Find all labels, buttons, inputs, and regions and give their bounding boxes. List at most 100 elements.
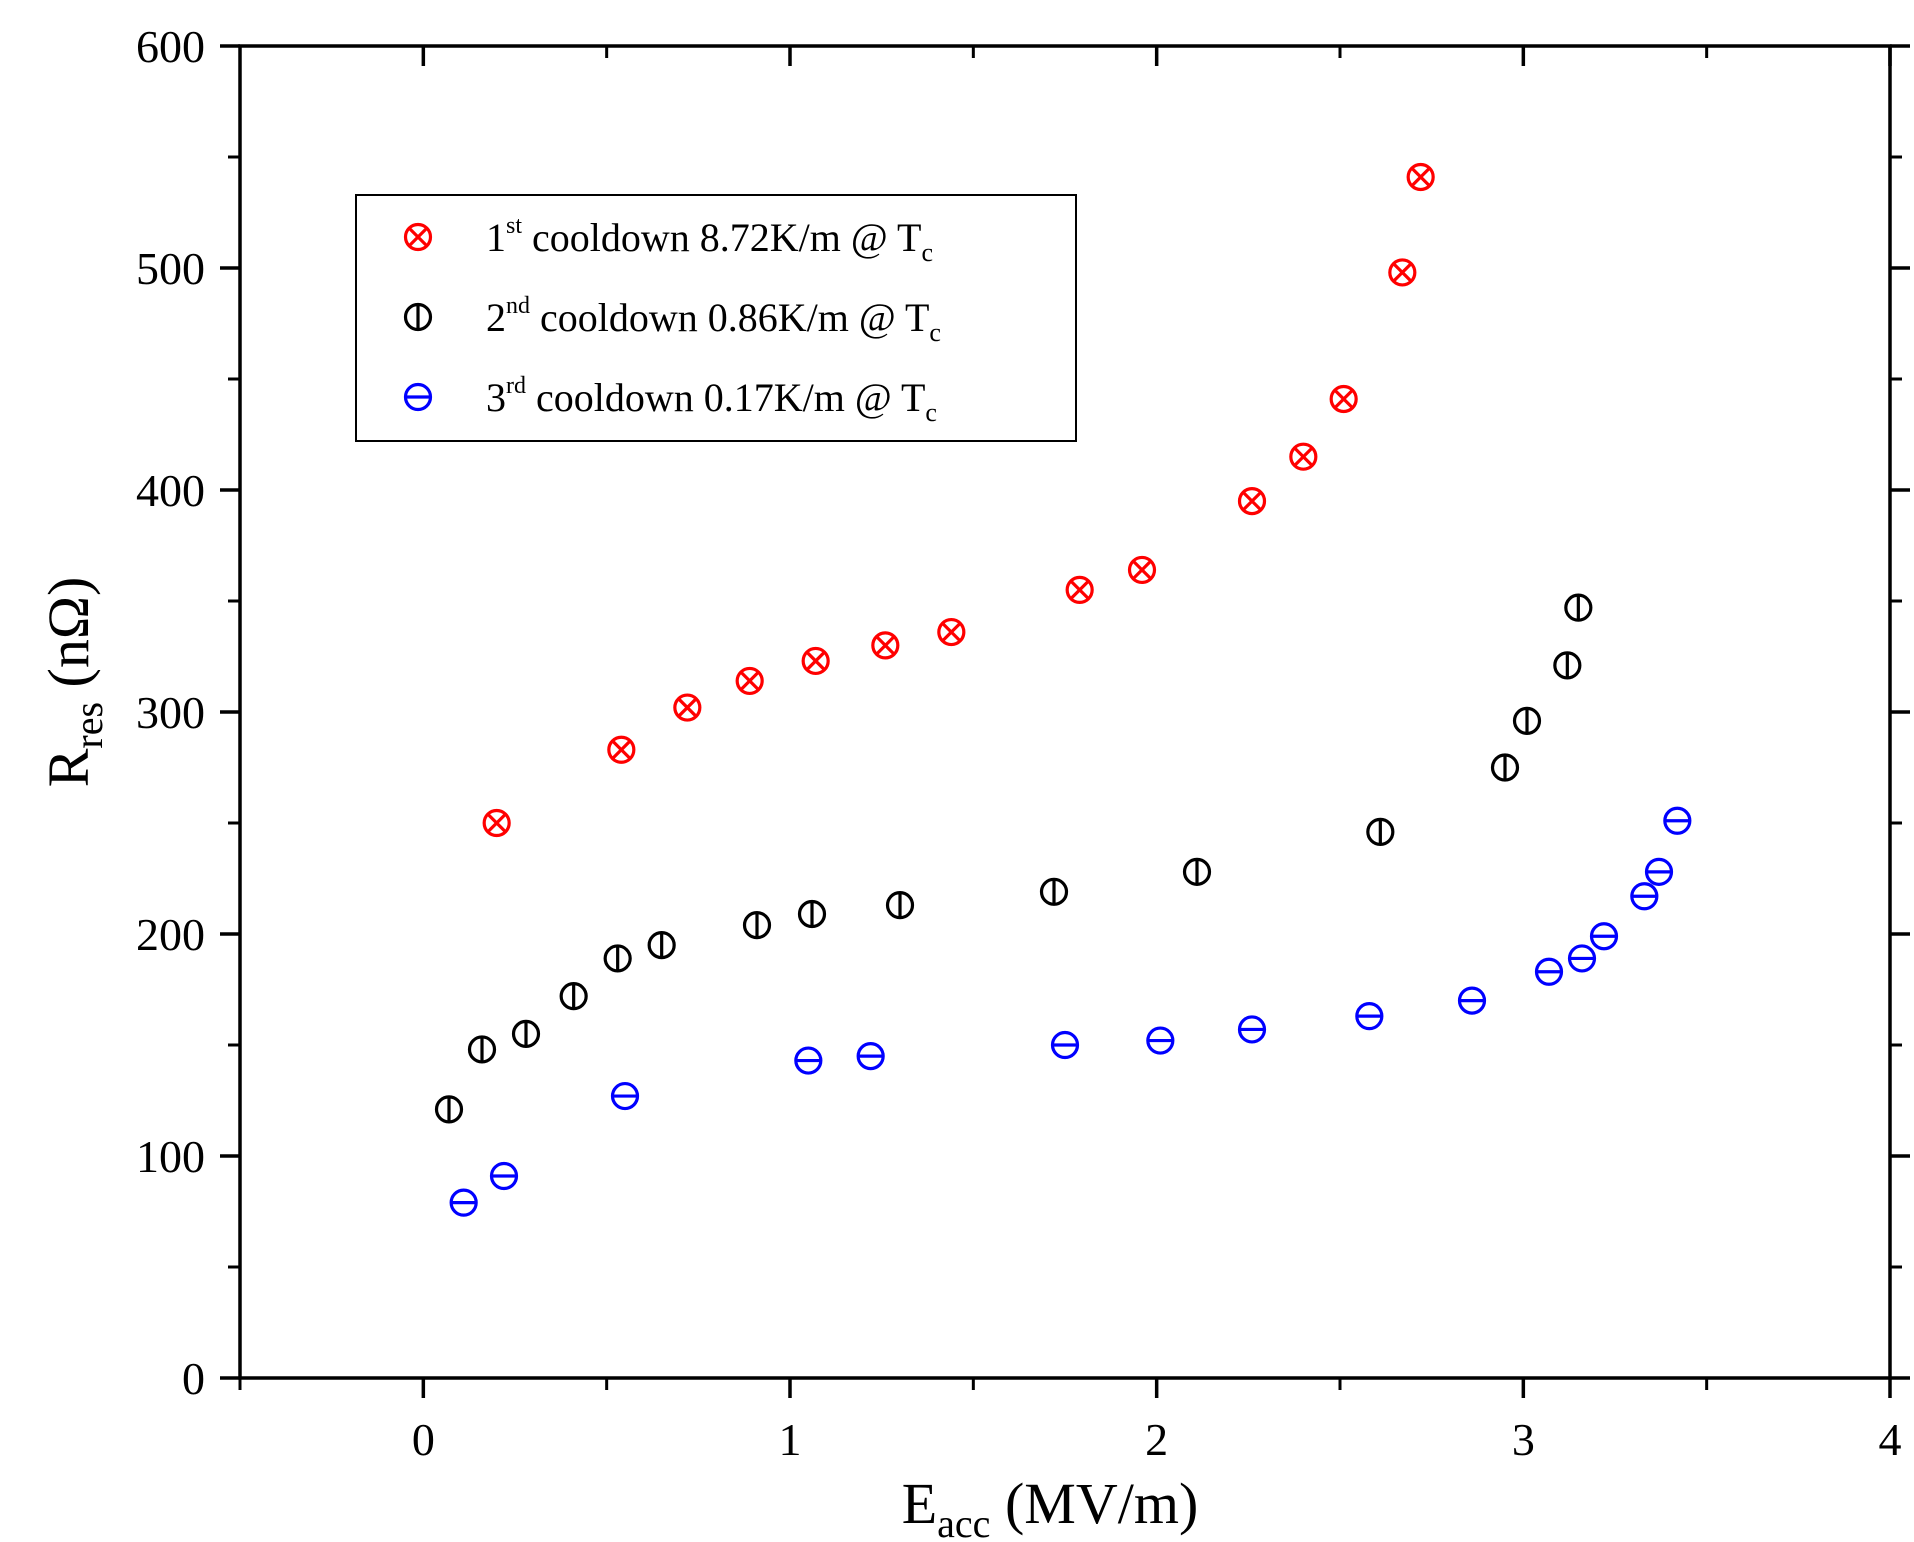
data-point (1237, 1015, 1267, 1044)
data-point (735, 666, 764, 696)
data-point (1589, 922, 1619, 951)
y-tick-label: 400 (136, 465, 205, 516)
data-point (742, 911, 772, 940)
data-point (449, 1188, 478, 1217)
y-tick-label: 100 (136, 1131, 205, 1182)
marker-ring (801, 646, 830, 676)
legend-marker (403, 382, 433, 412)
x-tick-label: 4 (1879, 1414, 1902, 1465)
data-point (673, 693, 702, 722)
data-point (871, 631, 900, 660)
data-point (1630, 882, 1659, 911)
marker-ring (1127, 555, 1157, 585)
data-point (1355, 1002, 1384, 1031)
marker-ring (1065, 575, 1094, 605)
data-point (1146, 1026, 1175, 1055)
legend-box (355, 194, 1077, 442)
y-tick-label: 300 (136, 687, 205, 738)
marker-cross (677, 697, 698, 718)
marker-ring (735, 666, 764, 696)
marker-cross (941, 621, 962, 643)
data-point (885, 891, 915, 920)
y-axis-title: Rres (nΩ) (36, 577, 111, 788)
marker-ring (482, 808, 511, 838)
data-point (610, 1081, 640, 1111)
data-point (434, 1095, 464, 1124)
data-point (1388, 258, 1417, 287)
marker-cross (1410, 166, 1431, 188)
marker-ring (871, 631, 900, 660)
legend-entry-label: 2nd cooldown 0.86K/m @ Tc (486, 293, 941, 347)
y-tick-label: 600 (136, 21, 205, 72)
data-point (1237, 487, 1267, 516)
marker-cross (805, 650, 826, 672)
legend: 1st cooldown 8.72K/m @ Tc 2nd cooldown 0.… (355, 194, 1077, 442)
marker-ring (1388, 258, 1417, 287)
y-tick-label: 500 (136, 243, 205, 294)
series-2 (434, 593, 1593, 1124)
data-point (1039, 877, 1069, 906)
x-axis-title: Eacc (MV/m) (902, 1471, 1199, 1542)
data-point (1553, 651, 1582, 680)
data-point (1366, 817, 1395, 846)
data-point (1406, 162, 1435, 192)
marker-cross (1333, 388, 1354, 410)
marker-ring (1406, 162, 1435, 192)
data-point (1512, 706, 1542, 735)
marker-ring (1289, 442, 1318, 471)
series-1 (482, 162, 1435, 838)
marker-cross (611, 739, 632, 760)
data-point (1050, 1030, 1080, 1060)
data-point (1127, 555, 1157, 585)
data-point (647, 930, 676, 960)
data-point (794, 1046, 823, 1075)
legend-marker (403, 302, 433, 332)
data-point (489, 1161, 519, 1191)
data-point (1289, 442, 1318, 471)
y-tick-label: 0 (182, 1353, 205, 1404)
data-point (1567, 944, 1597, 973)
data-point (1644, 857, 1674, 886)
x-tick-label: 1 (779, 1414, 802, 1465)
marker-cross (1069, 579, 1090, 601)
data-point (856, 1041, 885, 1071)
marker-cross (1241, 490, 1263, 512)
marker-ring (1329, 384, 1358, 414)
series-3 (449, 806, 1692, 1217)
marker-cross (739, 670, 760, 692)
marker-ring (1237, 487, 1267, 516)
marker-ring (673, 693, 702, 722)
data-point (1065, 575, 1094, 605)
data-point (1534, 957, 1564, 986)
marker-cross (1392, 262, 1413, 283)
marker-cross (486, 812, 507, 834)
legend-entry-label: 1st cooldown 8.72K/m @ Tc (486, 213, 933, 267)
x-tick-label: 2 (1145, 1414, 1168, 1465)
marker-cross (407, 226, 429, 248)
data-point (937, 617, 966, 647)
legend-entry-label: 3rd cooldown 0.17K/m @ Tc (486, 373, 937, 427)
data-point (559, 982, 588, 1011)
data-point (801, 646, 830, 676)
data-point (1182, 857, 1212, 886)
data-point (797, 899, 827, 929)
legend-marker (403, 222, 433, 252)
marker-ring (937, 617, 966, 647)
data-point (1490, 753, 1520, 782)
data-point (467, 1035, 497, 1064)
data-point (1663, 806, 1692, 835)
data-point (603, 944, 632, 973)
x-tick-label: 0 (412, 1414, 435, 1465)
marker-cross (1131, 559, 1153, 581)
data-point (1329, 384, 1358, 414)
marker-ring (607, 735, 636, 764)
plot-area: 0 1 2 3 4 0 100 200 300 400 500 600 Eacc (MV/m) Rres … (36, 21, 1910, 1542)
data-point (482, 808, 511, 838)
y-tick-label: 200 (136, 909, 205, 960)
data-point (511, 1019, 541, 1049)
x-tick-label: 3 (1512, 1414, 1535, 1465)
marker-cross (875, 635, 896, 656)
data-point (1457, 986, 1487, 1015)
marker-cross (1293, 446, 1314, 467)
